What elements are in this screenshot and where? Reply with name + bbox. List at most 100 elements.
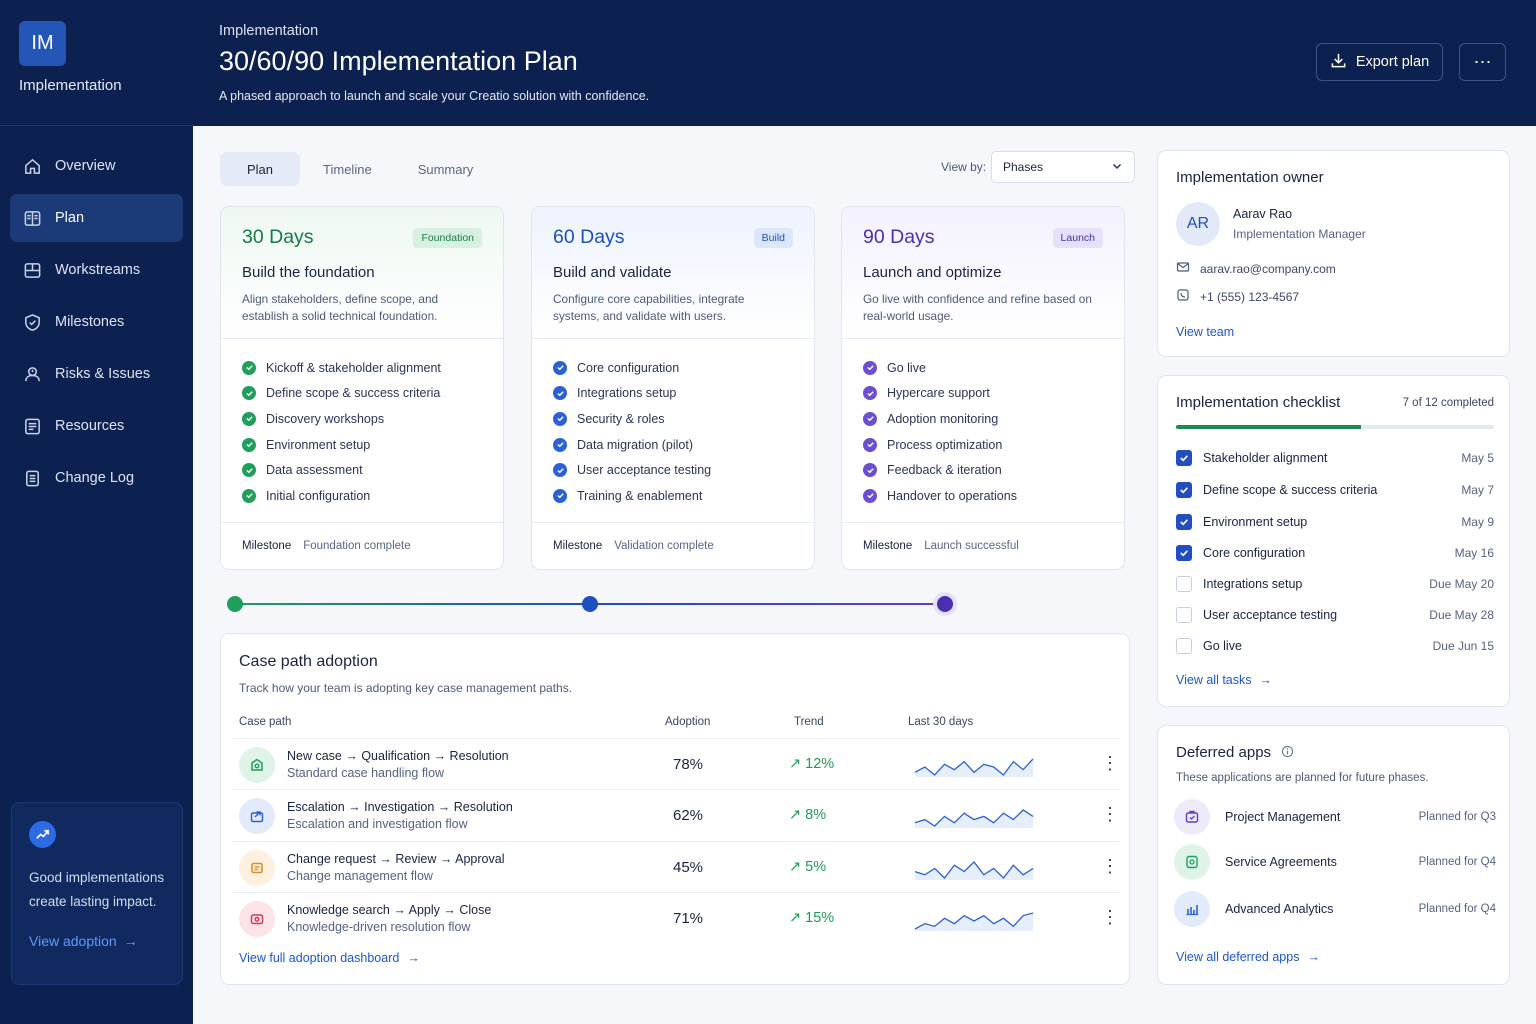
tab-summary[interactable]: Summary bbox=[417, 161, 474, 177]
phase-task: Security & roles bbox=[553, 406, 793, 432]
avatar[interactable]: AR bbox=[1176, 202, 1220, 246]
view-by-value: Phases bbox=[1003, 160, 1044, 174]
phase-description: Align stakeholders, define scope, and es… bbox=[242, 292, 439, 323]
case-path-adoption-card: Case path adoption Track how your team i… bbox=[220, 633, 1130, 985]
timeline-dot-60[interactable] bbox=[582, 596, 598, 612]
phase-task: User acceptance testing bbox=[553, 457, 793, 483]
deferred-subtitle: These applications are planned for futur… bbox=[1176, 772, 1429, 784]
timeline-dot-30[interactable] bbox=[227, 596, 243, 612]
view-adoption-link[interactable]: View adoption → bbox=[29, 933, 165, 949]
checklist-item[interactable]: User acceptance testing Due May 28 bbox=[1176, 605, 1494, 625]
checklist-item-date: May 5 bbox=[1461, 451, 1494, 465]
view-all-tasks-link[interactable]: View all tasks → bbox=[1176, 673, 1272, 687]
tab-timeline[interactable]: Timeline bbox=[323, 161, 372, 177]
sidebar-item-workstreams[interactable]: Workstreams bbox=[10, 246, 183, 294]
checklist-item[interactable]: Stakeholder alignment May 5 bbox=[1176, 448, 1494, 468]
sidebar-item-label: Plan bbox=[55, 210, 85, 226]
checkbox-empty-icon[interactable] bbox=[1176, 638, 1192, 654]
sidebar: IM Implementation Overview Plan Workstre… bbox=[0, 0, 193, 1024]
column-header-case-path: Case path bbox=[239, 716, 292, 728]
checklist-count: 7 of 12 completed bbox=[1402, 397, 1494, 409]
checklist-item-date: Due May 20 bbox=[1429, 577, 1494, 591]
phase-task: Kickoff & stakeholder alignment bbox=[242, 355, 482, 381]
table-row[interactable]: Knowledge search → Apply → Close Knowled… bbox=[233, 892, 1119, 944]
info-icon[interactable] bbox=[1281, 745, 1294, 762]
checkbox-empty-icon[interactable] bbox=[1176, 576, 1192, 592]
row-menu-button[interactable]: ⋮ bbox=[1101, 856, 1119, 876]
more-options-button[interactable]: ⋯ bbox=[1459, 43, 1506, 81]
breadcrumb[interactable]: Implementation bbox=[219, 23, 319, 39]
checkbox-checked-icon[interactable] bbox=[1176, 514, 1192, 530]
case-icon bbox=[239, 747, 275, 783]
sparkline-area bbox=[915, 862, 1033, 880]
arrow-right-icon: → bbox=[123, 933, 138, 949]
page-title: 30/60/90 Implementation Plan bbox=[219, 46, 578, 76]
trend-value: ↗ 5% bbox=[789, 859, 827, 875]
sidebar-item-resources[interactable]: Resources bbox=[10, 402, 183, 450]
app-logo[interactable]: IM bbox=[19, 21, 66, 66]
check-circle-icon bbox=[242, 411, 256, 426]
row-menu-button[interactable]: ⋮ bbox=[1101, 753, 1119, 773]
deferred-title: Deferred apps bbox=[1176, 744, 1491, 762]
milestone-label: Milestone bbox=[242, 540, 292, 552]
table-row[interactable]: Change request → Review → Approval Chang… bbox=[233, 841, 1119, 893]
adoption-value: 62% bbox=[673, 807, 704, 824]
view-team-link[interactable]: View team bbox=[1176, 325, 1235, 339]
phase-milestone: Milestone Foundation complete bbox=[221, 523, 503, 552]
deferred-app-row[interactable]: Service Agreements Planned for Q4 bbox=[1174, 844, 1496, 880]
checklist-item-date: May 16 bbox=[1454, 546, 1494, 560]
timeline-dot-90[interactable] bbox=[933, 592, 957, 616]
phase-task-label: User acceptance testing bbox=[577, 463, 712, 478]
phase-task-list: Core configuration Integrations setup Se… bbox=[532, 339, 814, 523]
case-path-description: Escalation and investigation flow bbox=[287, 817, 468, 831]
table-row[interactable]: Escalation → Investigation → Resolution … bbox=[233, 789, 1119, 841]
view-all-deferred-apps-link[interactable]: View all deferred apps → bbox=[1176, 950, 1320, 964]
checkbox-checked-icon[interactable] bbox=[1176, 450, 1192, 466]
view-by-label: View by: bbox=[941, 160, 987, 174]
phase-task: Discovery workshops bbox=[242, 406, 482, 432]
checklist-item-label: Integrations setup bbox=[1203, 577, 1303, 591]
check-circle-icon bbox=[242, 488, 256, 503]
checklist-item-label: Environment setup bbox=[1203, 515, 1308, 529]
row-menu-button[interactable]: ⋮ bbox=[1101, 907, 1119, 927]
view-tabs: Plan Timeline Summary bbox=[220, 152, 496, 186]
sidebar-item-overview[interactable]: Overview bbox=[10, 142, 183, 190]
export-plan-button[interactable]: Export plan bbox=[1316, 43, 1443, 81]
sidebar-item-plan[interactable]: Plan bbox=[10, 194, 183, 242]
deferred-app-row[interactable]: Advanced Analytics Planned for Q4 bbox=[1174, 891, 1496, 927]
milestone-value: Foundation complete bbox=[303, 540, 411, 552]
sparkline-area bbox=[915, 810, 1033, 828]
checklist-item[interactable]: Core configuration May 16 bbox=[1176, 543, 1494, 563]
view-adoption-dashboard-link[interactable]: View full adoption dashboard → bbox=[239, 951, 420, 965]
checkbox-checked-icon[interactable] bbox=[1176, 482, 1192, 498]
checklist-item[interactable]: Environment setup May 9 bbox=[1176, 512, 1494, 532]
checklist-item[interactable]: Go live Due Jun 15 bbox=[1176, 636, 1494, 656]
checklist-item-date: May 9 bbox=[1461, 515, 1494, 529]
checkbox-checked-icon[interactable] bbox=[1176, 545, 1192, 561]
deferred-app-row[interactable]: Project Management Planned for Q3 bbox=[1174, 799, 1496, 835]
owner-email[interactable]: aarav.rao@company.com bbox=[1176, 260, 1336, 277]
phase-task-label: Hypercare support bbox=[887, 386, 990, 401]
sidebar-item-milestones[interactable]: Milestones bbox=[10, 298, 183, 346]
phase-task-label: Adoption monitoring bbox=[887, 411, 999, 426]
table-row[interactable]: New case → Qualification → Resolution St… bbox=[233, 738, 1119, 790]
phase-card-30: 30 Days Foundation Build the foundation … bbox=[220, 206, 504, 570]
sparkline-chart bbox=[914, 861, 1034, 880]
view-by-select[interactable]: Phases bbox=[991, 151, 1135, 183]
sparkline-chart bbox=[914, 758, 1034, 777]
checklist-item[interactable]: Integrations setup Due May 20 bbox=[1176, 574, 1494, 594]
owner-title: Implementation owner bbox=[1176, 169, 1324, 186]
tab-plan[interactable]: Plan bbox=[220, 152, 301, 186]
owner-email-value: aarav.rao@company.com bbox=[1200, 261, 1336, 276]
shield-icon bbox=[23, 313, 42, 332]
checkbox-empty-icon[interactable] bbox=[1176, 607, 1192, 623]
check-circle-icon bbox=[242, 386, 256, 401]
adoption-title: Case path adoption bbox=[239, 653, 378, 670]
sidebar-item-risks[interactable]: Risks & Issues bbox=[10, 350, 183, 398]
row-menu-button[interactable]: ⋮ bbox=[1101, 804, 1119, 824]
app-name: Implementation bbox=[19, 77, 122, 94]
checklist-item[interactable]: Define scope & success criteria May 7 bbox=[1176, 480, 1494, 500]
check-circle-icon bbox=[863, 463, 877, 478]
owner-phone[interactable]: +1 (555) 123-4567 bbox=[1176, 288, 1299, 305]
sidebar-item-change-log[interactable]: Change Log bbox=[10, 454, 183, 502]
